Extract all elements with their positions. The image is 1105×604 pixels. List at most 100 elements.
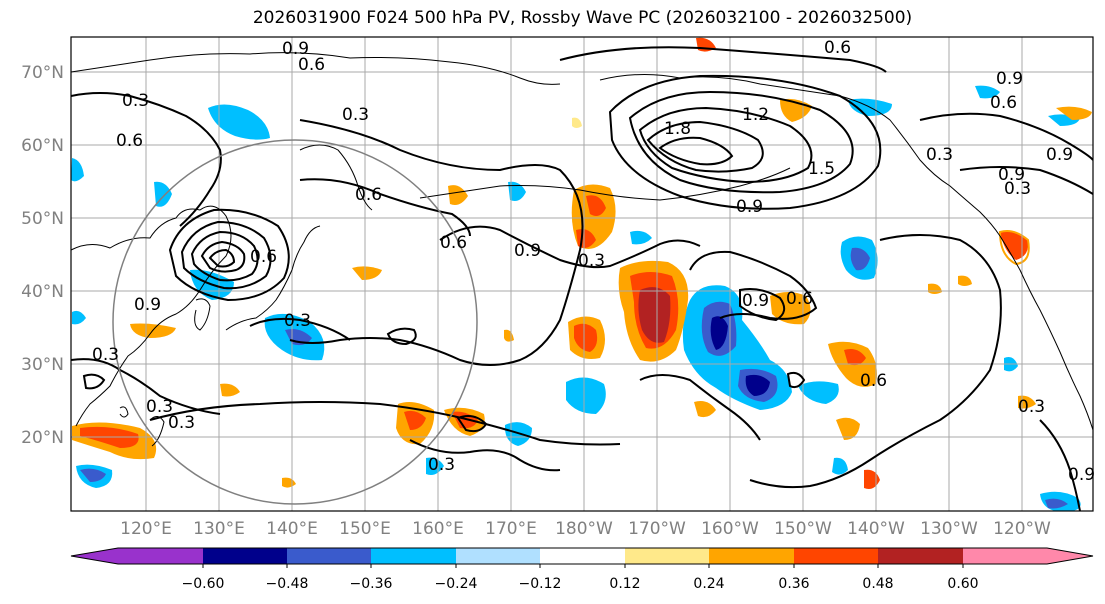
contour-label: 1.2 <box>742 105 769 125</box>
contour-label: 0.6 <box>355 185 382 205</box>
contour-label: 0.6 <box>116 131 143 151</box>
lon-label: 160°W <box>701 519 759 539</box>
contour-label: 0.6 <box>786 289 813 309</box>
lon-label: 140°W <box>847 519 905 539</box>
contour-0-6-center <box>639 374 761 441</box>
coast-korea <box>194 298 211 331</box>
colorbar-segment <box>709 548 794 564</box>
contour-label: 0.6 <box>990 93 1017 113</box>
colorbar-segment <box>963 548 1093 564</box>
coast-japan <box>225 225 321 331</box>
contour-asia-low-5 <box>208 248 236 268</box>
contour-label: 0.9 <box>736 197 763 217</box>
contour-label: 0.3 <box>1004 179 1031 199</box>
lat-label: 60°N <box>21 136 64 156</box>
contour-label: 0.9 <box>742 291 769 311</box>
contour-0-9-mid <box>439 225 701 269</box>
map-title: 2026031900 F024 500 hPa PV, Rossby Wave … <box>252 8 913 28</box>
contour-0-3-east <box>749 234 1002 489</box>
lon-label: 130°E <box>193 519 245 539</box>
contour-0-3-west <box>71 92 222 227</box>
lon-label: 180°W <box>555 519 613 539</box>
colorbar-tick-label: −0.12 <box>519 576 562 592</box>
contour-label: 0.9 <box>514 241 541 261</box>
contour-0-9-rim <box>919 112 1093 161</box>
shade-blue-kuroshio <box>208 104 270 140</box>
lon-label: 120°W <box>993 519 1051 539</box>
lat-label: 40°N <box>21 282 64 302</box>
coast-siberia <box>71 52 561 85</box>
pv-contours <box>71 46 1093 511</box>
colorbar-tick-label: 0.48 <box>862 576 893 592</box>
contour-label: 0.6 <box>250 247 277 267</box>
contour-label: 0.3 <box>122 91 149 111</box>
lon-label: 130°W <box>920 519 978 539</box>
contour-alaska-ring-3 <box>638 106 813 184</box>
contour-0-3-south <box>149 401 621 446</box>
contour-0-9-east <box>739 288 786 322</box>
contour-label: 0.3 <box>1018 397 1045 417</box>
colorbar-tick-label: −0.36 <box>350 576 393 592</box>
coast-asia <box>71 205 232 427</box>
contour-0-3-tropics <box>409 439 561 472</box>
coast-kamchatka <box>299 144 373 211</box>
contour-small-loop-4 <box>456 415 488 433</box>
contour-label: 0.6 <box>298 55 325 75</box>
contour-small-loop-1 <box>386 327 417 346</box>
coast-north-america <box>999 235 1093 431</box>
contour-alaska-ring-4 <box>646 120 764 173</box>
colorbar-segment <box>794 548 878 564</box>
contour-label: 0.9 <box>998 165 1025 185</box>
lat-label: 70°N <box>21 63 64 83</box>
contour-label: 0.3 <box>284 311 311 331</box>
colorbar-segment <box>287 548 371 564</box>
colorbar-segment <box>625 548 709 564</box>
colorbar-outline <box>70 547 1094 565</box>
contour-small-loop-2 <box>786 371 806 389</box>
lat-label: 20°N <box>21 428 64 448</box>
contour-asia-low-2 <box>180 220 272 290</box>
lon-label: 170°W <box>628 519 686 539</box>
contour-label: 0.9 <box>1046 145 1073 165</box>
longitude-labels: 120°E 130°E 140°E 150°E 160°E 170°E 180°… <box>120 519 1051 539</box>
colorbar-tick-label: 0.24 <box>693 576 724 592</box>
colorbar-tick-label: −0.24 <box>435 576 478 592</box>
lon-label: 120°E <box>120 519 172 539</box>
lon-label: 150°E <box>339 519 391 539</box>
contour-0-6-trough <box>689 250 818 320</box>
colorbar-segment <box>203 548 287 564</box>
lon-label: 170°E <box>485 519 537 539</box>
colorbar-tick-label: 0.36 <box>778 576 809 592</box>
graticule <box>71 37 1093 511</box>
contour-label: 0.3 <box>168 413 195 433</box>
contour-label: 0.9 <box>134 295 161 315</box>
contour-0-3-subtropics <box>71 358 221 415</box>
contour-0-3-japan <box>249 317 351 341</box>
shade-blue-west-pacific <box>566 377 606 414</box>
colorbar-tick-label: 0.12 <box>609 576 640 592</box>
coast-philippines <box>149 416 165 447</box>
contour-label: 0.6 <box>860 371 887 391</box>
latitude-labels: 70°N 60°N 50°N 40°N 30°N 20°N <box>21 63 64 448</box>
contour-0-3-far-east <box>1039 419 1081 511</box>
contour-label: 0.9 <box>1068 465 1095 485</box>
colorbar-segment <box>540 548 625 564</box>
contour-labels: 0.6 0.9 0.6 0.3 0.6 0.3 0.6 0.3 0.6 0.9 … <box>92 38 1095 485</box>
coast-aleutians <box>419 167 791 201</box>
contour-label: 0.6 <box>824 38 851 58</box>
coast-taiwan <box>119 406 129 418</box>
contour-0-6-kamchatka <box>299 178 471 237</box>
colorbar-segment <box>456 548 540 564</box>
colorbar-segment <box>71 548 203 564</box>
contour-label: 0.3 <box>578 251 605 271</box>
contour-alaska-ring-5 <box>658 136 734 166</box>
contour-label: 0.3 <box>146 397 173 417</box>
contour-0-6-north <box>559 46 887 73</box>
contour-label: 0.3 <box>428 455 455 475</box>
lon-label: 160°E <box>412 519 464 539</box>
colorbar-tick-label: 0.60 <box>947 576 978 592</box>
contour-small-loop-3 <box>82 373 106 390</box>
contour-label: 1.8 <box>664 119 691 139</box>
contour-0-6-rim <box>959 166 1093 195</box>
